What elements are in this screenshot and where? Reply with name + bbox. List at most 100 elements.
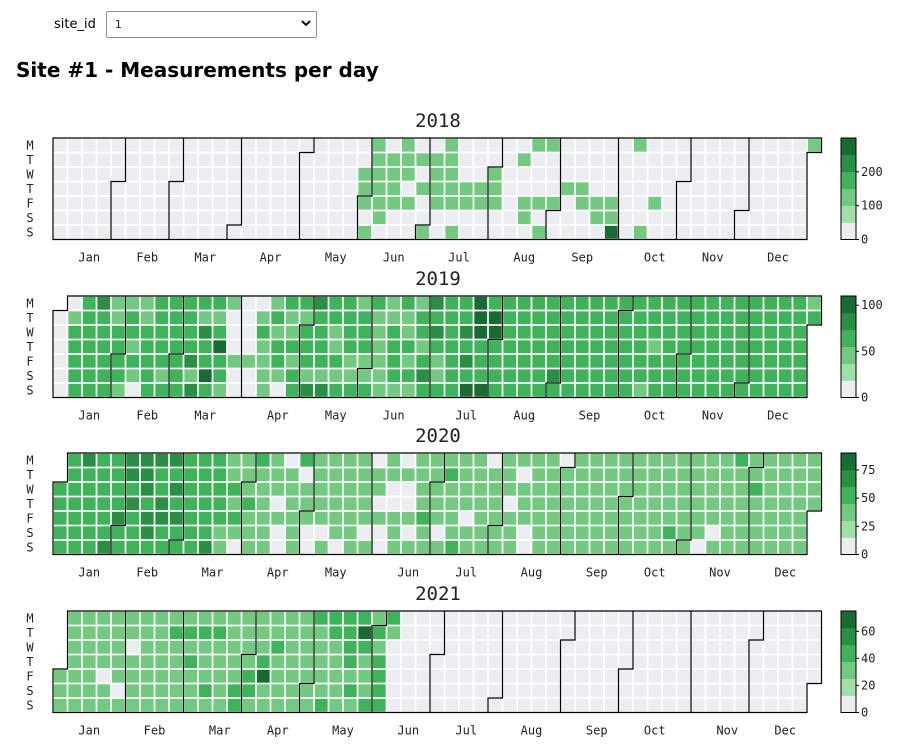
day-cell (691, 369, 705, 383)
day-cell (532, 655, 546, 669)
month-label: Mar (194, 251, 216, 265)
day-cell (155, 526, 169, 540)
day-cell (97, 626, 111, 640)
colorbar-frame (840, 610, 857, 713)
day-cell (720, 655, 734, 669)
day-cell (111, 526, 125, 540)
day-cell (633, 153, 647, 167)
day-cell (242, 225, 256, 239)
day-cell (53, 684, 67, 698)
site-id-select[interactable]: 1 (105, 10, 317, 38)
day-cell (561, 153, 575, 167)
day-cell (140, 311, 154, 325)
day-cell (677, 325, 691, 339)
day-cell (343, 311, 357, 325)
month-separator (675, 138, 692, 240)
day-cell (590, 482, 604, 496)
day-cell (68, 468, 82, 482)
day-cell (329, 526, 343, 540)
day-cell (764, 511, 778, 525)
day-cell (111, 225, 125, 239)
month-label: Jul (455, 409, 477, 423)
day-cell (474, 311, 488, 325)
day-cell (633, 225, 647, 239)
day-cell (126, 138, 140, 152)
day-cell (764, 182, 778, 196)
day-cell (358, 526, 372, 540)
month-label: Feb (144, 724, 166, 738)
day-cell (662, 453, 676, 467)
day-cell (459, 640, 473, 654)
day-cell (735, 511, 749, 525)
day-cell (242, 626, 256, 640)
day-cell (111, 383, 125, 397)
day-cell (416, 698, 430, 712)
day-cell (68, 669, 82, 683)
day-cell (445, 611, 459, 625)
month-separator (429, 453, 446, 555)
day-cell (387, 211, 401, 225)
day-cell (720, 669, 734, 683)
day-cell (546, 511, 560, 525)
day-cell (314, 311, 328, 325)
day-cell (488, 225, 502, 239)
day-cell (372, 211, 386, 225)
day-cell (575, 526, 589, 540)
day-cell (503, 296, 517, 310)
day-cell (749, 655, 763, 669)
day-cell (474, 225, 488, 239)
day-cell (372, 354, 386, 368)
chevron-down-icon (301, 19, 311, 26)
month-separator (675, 453, 692, 555)
day-cell (111, 611, 125, 625)
day-cell (488, 311, 502, 325)
day-cell (285, 669, 299, 683)
month-label: Apr (267, 724, 289, 738)
colorbar-frame (840, 452, 857, 555)
day-cell (140, 196, 154, 210)
day-cell (68, 684, 82, 698)
month-separator (617, 611, 634, 713)
day-cell (140, 138, 154, 152)
day-cell (662, 669, 676, 683)
day-cell (532, 540, 546, 554)
day-cell (590, 354, 604, 368)
day-cell (387, 296, 401, 310)
day-cell (227, 182, 241, 196)
day-cell (706, 626, 720, 640)
day-cell (764, 196, 778, 210)
day-cell (213, 196, 227, 210)
day-cell (401, 497, 415, 511)
month-separator (298, 138, 315, 240)
day-cell (662, 698, 676, 712)
day-cell (82, 669, 96, 683)
day-cell (184, 540, 198, 554)
day-cell (285, 698, 299, 712)
day-cell (155, 296, 169, 310)
day-cell (445, 211, 459, 225)
day-cell (256, 369, 270, 383)
day-label: W (26, 326, 34, 340)
day-cell (677, 296, 691, 310)
day-cell (82, 340, 96, 354)
month-label: Jun (397, 566, 419, 580)
day-cell (575, 225, 589, 239)
day-cell (82, 325, 96, 339)
day-cell (590, 138, 604, 152)
day-cell (155, 453, 169, 467)
day-cell (126, 369, 140, 383)
day-cell (633, 196, 647, 210)
day-cell (416, 225, 430, 239)
day-cell (662, 340, 676, 354)
day-cell (720, 497, 734, 511)
day-cell (242, 211, 256, 225)
day-label: M (26, 612, 33, 626)
day-cell (503, 369, 517, 383)
day-cell (662, 640, 676, 654)
day-cell (633, 138, 647, 152)
day-cell (546, 453, 560, 467)
day-cell (372, 311, 386, 325)
day-cell (517, 540, 531, 554)
day-cell (314, 669, 328, 683)
